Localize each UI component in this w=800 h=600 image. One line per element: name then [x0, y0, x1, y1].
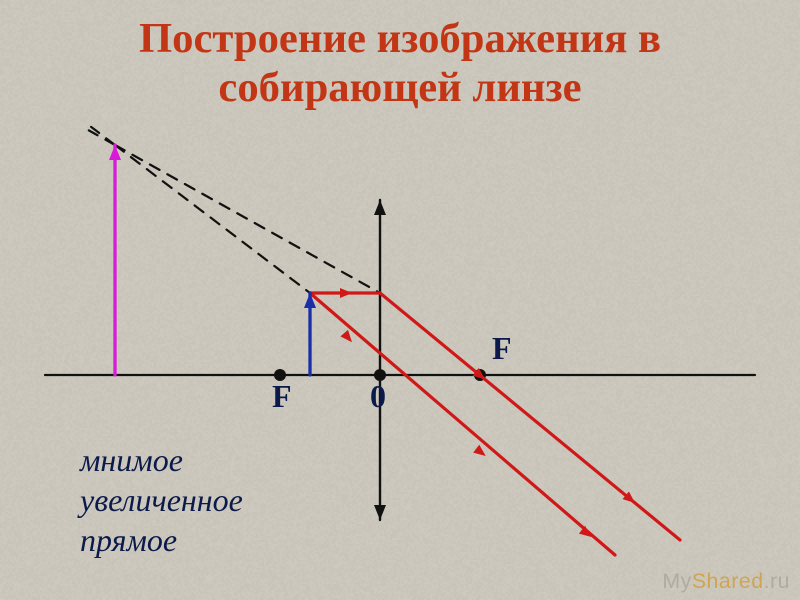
label-F-left: F [272, 378, 292, 415]
label-zero: 0 [370, 378, 386, 415]
image-properties-caption: мнимое увеличенное прямое [80, 440, 243, 560]
watermark-prefix: My [662, 569, 691, 593]
label-F-right: F [492, 330, 512, 367]
watermark-suffix: .ru [764, 569, 790, 593]
watermark-accent: Shared [692, 569, 764, 593]
diagram-stage: Построение изображения в собирающей линз… [0, 0, 800, 600]
watermark: MyShared.ru [662, 569, 790, 594]
